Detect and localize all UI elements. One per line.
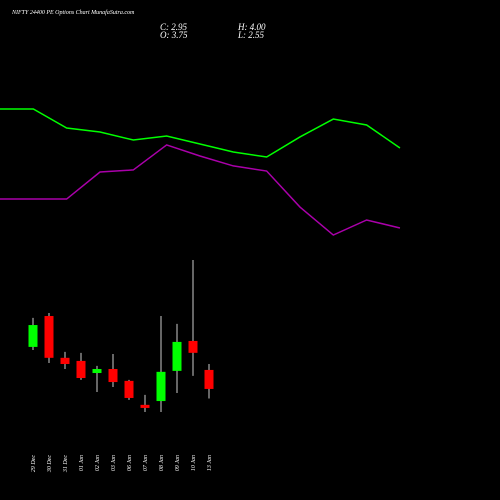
- indicator-line: [0, 108, 401, 158]
- x-tick-label: 01 Jan: [79, 455, 85, 471]
- chart-title: NIFTY 24400 PE Options Chart MunafaSutra…: [11, 9, 135, 16]
- candle-body: [44, 316, 54, 358]
- x-tick-label: 10 Jan: [191, 455, 197, 471]
- x-tick-label: 07 Jan: [143, 455, 149, 471]
- candle-body: [28, 325, 38, 347]
- x-tick-label: 09 Jan: [175, 455, 181, 471]
- x-tick-label: 02 Jan: [95, 455, 101, 471]
- open-text: O: 3.75: [160, 30, 188, 40]
- x-tick-label: 08 Jan: [159, 455, 165, 471]
- x-tick-label: 13 Jan: [207, 455, 213, 471]
- candle-body: [140, 404, 150, 408]
- candle-body: [172, 341, 182, 371]
- x-tick-label: 06 Jan: [127, 455, 133, 471]
- candle-body: [108, 368, 118, 383]
- candle-body: [124, 380, 134, 398]
- candle-body: [188, 340, 198, 353]
- candle-body: [204, 369, 214, 389]
- high-text: H: 4.00: [237, 22, 266, 32]
- candle-body: [76, 360, 86, 379]
- close-text: C: 2.95: [160, 22, 188, 32]
- low-text: L: 2.55: [237, 30, 265, 40]
- x-tick-label: 30 Dec: [47, 455, 53, 473]
- x-tick-label: 03 Jan: [111, 455, 117, 471]
- x-tick-label: 31 Dec: [63, 455, 69, 473]
- candle-body: [156, 371, 166, 402]
- candle-body: [60, 357, 70, 364]
- candle-body: [92, 368, 102, 374]
- x-tick-label: 29 Dec: [31, 455, 37, 472]
- indicator-line: [0, 144, 401, 236]
